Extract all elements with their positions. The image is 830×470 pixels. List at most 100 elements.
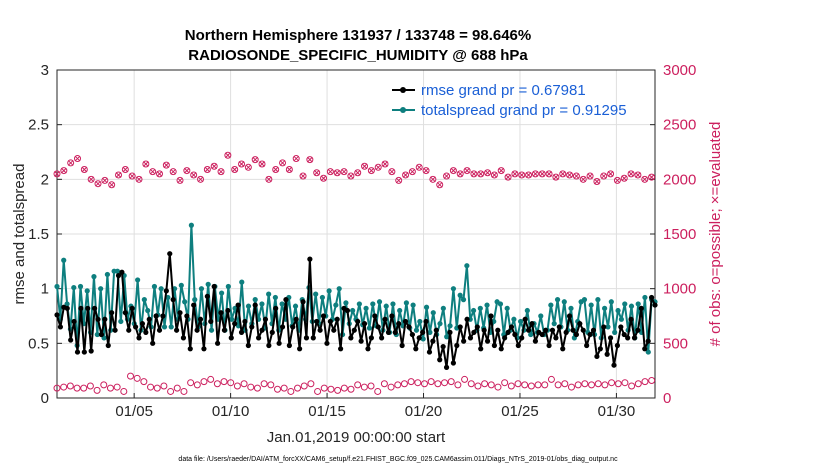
rmse-point [174, 327, 180, 333]
rmse-point [484, 338, 491, 344]
obs-evaluated-marker [238, 161, 245, 167]
legend-totalspread-marker [400, 107, 406, 113]
totalspread-point [145, 307, 151, 314]
obs-possible-marker [443, 172, 451, 180]
obs-possible-marker [454, 381, 462, 389]
obs-possible-marker [156, 170, 164, 178]
obs-possible-marker [126, 372, 134, 380]
obs-possible-marker [87, 175, 95, 183]
rmse-point [150, 340, 156, 346]
obs-possible-marker [586, 172, 594, 180]
obs-possible-marker [183, 167, 191, 175]
rmse-point [194, 327, 200, 333]
rmse-point [488, 313, 494, 319]
x-tick-label: 01/15 [308, 403, 346, 420]
y-axis-label: rmse and totalspread [11, 164, 28, 305]
obs-possible-marker [53, 384, 61, 392]
obs-possible-marker [481, 380, 489, 388]
rmse-point [242, 318, 248, 325]
obs-evaluated-marker [600, 173, 607, 179]
obs-possible-marker [86, 382, 94, 390]
obs-possible-marker [238, 160, 246, 168]
obs-evaluated-marker [286, 166, 293, 173]
obs-possible-marker [436, 181, 444, 189]
obs-possible-marker [94, 180, 102, 188]
totalspread-point [279, 301, 285, 307]
obs-evaluated-marker [54, 171, 60, 177]
totalspread-point [182, 299, 188, 305]
rmse-point [361, 321, 368, 327]
rmse-point [532, 338, 539, 344]
obs-possible-marker [456, 170, 464, 178]
y-tick-label: 0.5 [28, 335, 49, 352]
obs-evaluated-marker [197, 176, 204, 183]
obs-possible-marker [260, 380, 268, 388]
obs-possible-marker [187, 379, 195, 387]
obs-possible-marker [220, 378, 228, 386]
totalspread-point [450, 286, 457, 292]
totalspread-point [518, 318, 524, 325]
totalspread-point [168, 324, 174, 330]
rmse-point [310, 335, 316, 341]
totalspread-point [376, 299, 383, 305]
x-tick-label: 01/20 [405, 403, 443, 420]
totalspread-point [84, 288, 90, 294]
obs-evaluated-marker [518, 172, 525, 178]
totalspread-point [511, 316, 517, 322]
obs-possible-marker [66, 382, 74, 390]
obs-possible-marker [497, 167, 505, 175]
obs-possible-marker [614, 380, 622, 388]
rmse-point [577, 321, 583, 327]
rmse-point [584, 342, 590, 349]
totalspread-point [61, 257, 67, 263]
obs-evaluated-marker [648, 174, 655, 181]
obs-possible-marker [552, 173, 560, 181]
totalspread-point [437, 321, 443, 327]
totalspread-point [292, 303, 299, 309]
rmse-point [78, 305, 84, 311]
obs-possible-marker [621, 379, 629, 387]
totalspread-point [397, 307, 403, 314]
obs-evaluated-marker [546, 171, 552, 177]
obs-possible-marker [441, 379, 449, 387]
totalspread-point [98, 286, 104, 292]
totalspread-point [417, 318, 423, 325]
rmse-point [132, 324, 139, 330]
totalspread-point [554, 297, 561, 303]
totalspread-point [390, 301, 396, 307]
rmse-point [81, 349, 87, 355]
obs-evaluated-marker [259, 161, 265, 167]
obs-evaluated-marker [122, 166, 129, 173]
y-axis-right-label: # of obs: o=possible; ×=evaluated [707, 122, 724, 347]
obs-possible-marker [213, 380, 221, 388]
totalspread-point [548, 302, 554, 308]
obs-possible-marker [354, 381, 362, 389]
totalspread-point [370, 301, 376, 307]
obs-evaluated-marker [443, 173, 450, 179]
obs-possible-marker [566, 171, 574, 179]
rmse-point [119, 269, 125, 275]
rmse-point [495, 327, 501, 333]
obs-possible-marker [434, 380, 442, 388]
totalspread-point [383, 303, 389, 309]
obs-evaluated-marker [293, 155, 300, 162]
rmse-point [358, 338, 364, 344]
rmse-point [191, 302, 197, 308]
rmse-point [180, 335, 187, 341]
totalspread-point [259, 301, 265, 307]
totalspread-point [350, 307, 356, 314]
totalspread-point [54, 283, 60, 290]
obs-possible-marker [588, 381, 596, 389]
obs-possible-marker [420, 380, 428, 388]
obs-possible-marker [233, 382, 241, 390]
obs-evaluated-marker [327, 168, 334, 175]
rmse-point [420, 329, 426, 335]
rmse-point [607, 335, 614, 341]
obs-possible-marker [340, 384, 348, 392]
rmse-point [252, 302, 258, 308]
obs-evaluated-marker [129, 173, 136, 179]
rmse-point [437, 357, 443, 363]
totalspread-point [192, 297, 198, 303]
rmse-point [546, 342, 552, 349]
rmse-point [423, 318, 429, 325]
